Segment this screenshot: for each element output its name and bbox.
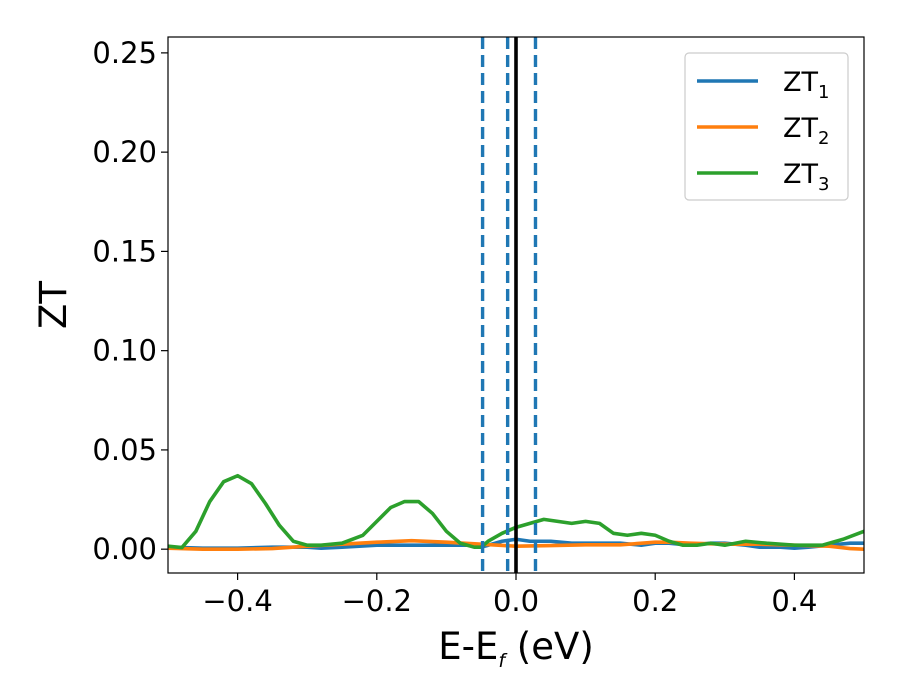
x-tick-label: −0.2 [342,584,412,618]
legend-label-2: ZT2 [783,113,829,149]
legend-label-3: ZT3 [783,159,829,195]
x-tick-label: −0.4 [202,584,272,618]
legend-label-1: ZT1 [783,67,829,103]
axis-ticks: −0.4 −0.2 0.0 0.2 0.4 0.00 0.05 0.10 0.15 0.20 0.2… [92,36,817,618]
y-tick-label: 0.25 [92,36,157,70]
series-line-1 [168,537,864,550]
series-line-3 [168,473,864,550]
plot-area [168,37,864,573]
legend: ZT1 ZT2 ZT3 [684,52,849,201]
y-tick-label: 0.10 [92,334,157,368]
x-tick-label: 0.2 [632,584,678,618]
y-tick-label: 0.20 [92,135,157,169]
y-tick-label: 0.15 [92,234,157,268]
x-tick-label: 0.4 [771,584,817,618]
x-tick-label: 0.0 [493,584,539,618]
x-axis-label: E-Ef (eV) [438,625,594,672]
y-tick-label: 0.05 [92,433,157,467]
y-tick-label: 0.00 [92,532,157,566]
y-axis-label: ZT [32,281,75,329]
legend-box [684,52,849,201]
